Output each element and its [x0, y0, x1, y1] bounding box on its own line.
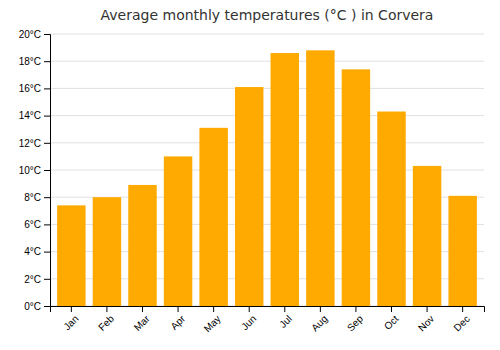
- chart: 0°C 2°C 4°C 6°C 8°C 10°C 12°C 14°C 16°C 18°C 20°C J…: [0, 0, 500, 350]
- axis-line: [44, 35, 51, 307]
- tick-label: 4°C: [24, 246, 41, 257]
- tick-label: 10°C: [19, 165, 41, 176]
- title: Average monthly temperatures (°C ) in Co…: [101, 7, 434, 23]
- x-tick: Jan: [61, 306, 80, 332]
- x-tick: Oct: [382, 306, 401, 332]
- tick-mark: [142, 306, 143, 312]
- y-tick: 0°C: [24, 301, 50, 312]
- plot: 0°C 2°C 4°C 6°C 8°C 10°C 12°C 14°C 16°C 18°C 20°C J…: [19, 29, 485, 335]
- tick-label: Dec: [451, 313, 471, 333]
- tick-label: Apr: [168, 313, 187, 332]
- grid-line: [50, 34, 484, 35]
- tick-label: Mar: [132, 313, 152, 333]
- tick-mark: [178, 306, 179, 312]
- bar: [377, 112, 405, 306]
- tick-mark: [44, 224, 50, 225]
- tick-mark: [391, 306, 392, 312]
- bar: [271, 53, 299, 306]
- bar: [448, 196, 476, 306]
- tick-label: 14°C: [19, 110, 41, 121]
- tick-mark: [44, 61, 50, 62]
- bar: [413, 166, 441, 306]
- tick-mark: [427, 306, 428, 312]
- bars: [57, 50, 477, 306]
- grid-line: [50, 142, 484, 143]
- tick-mark: [106, 306, 107, 312]
- tick-label: 12°C: [19, 138, 41, 149]
- y-tick: 12°C: [19, 138, 50, 149]
- x-tick: Feb: [96, 306, 116, 333]
- tick-label: 20°C: [19, 29, 41, 40]
- tick-label: 16°C: [19, 83, 41, 94]
- grid-line: [50, 115, 484, 116]
- tick-mark: [462, 306, 463, 312]
- tick-label: 2°C: [24, 274, 41, 285]
- grid-line: [50, 88, 484, 89]
- tick-label: Feb: [96, 313, 116, 333]
- tick-mark: [44, 170, 50, 171]
- tick-mark: [71, 306, 72, 312]
- bar: [342, 69, 370, 306]
- x-tick: Dec: [451, 306, 471, 333]
- y-tick: 6°C: [24, 219, 50, 230]
- tick-label: Jul: [277, 313, 294, 330]
- tick-label: 18°C: [19, 56, 41, 67]
- tick-label: Aug: [309, 313, 329, 333]
- y-tick: 18°C: [19, 56, 50, 67]
- tick-mark: [284, 306, 285, 312]
- tick-mark: [44, 88, 50, 89]
- tick-mark: [44, 143, 50, 144]
- y-tick: 20°C: [19, 29, 50, 40]
- x-tick: Jun: [239, 306, 258, 332]
- tick-label: 0°C: [24, 301, 41, 312]
- y-tick: 16°C: [19, 83, 50, 94]
- tick-label: 6°C: [24, 219, 41, 230]
- tick-label: Jun: [239, 313, 258, 332]
- tick-mark: [249, 306, 250, 312]
- y-tick: 2°C: [24, 274, 50, 285]
- y-tick: 14°C: [19, 110, 50, 121]
- bar: [128, 185, 156, 306]
- tick-mark: [213, 306, 214, 312]
- tick-label: Oct: [382, 313, 401, 332]
- grid-line: [50, 61, 484, 62]
- tick-mark: [320, 306, 321, 312]
- tick-mark: [355, 306, 356, 312]
- bar: [235, 87, 263, 306]
- tick-mark: [44, 279, 50, 280]
- bar: [93, 197, 121, 306]
- y-tick: 10°C: [19, 165, 50, 176]
- x-tick: Jul: [277, 306, 294, 330]
- x-tick: Nov: [416, 306, 436, 333]
- bar: [164, 156, 192, 306]
- tick-label: Nov: [416, 313, 436, 333]
- x-tick: Sep: [345, 306, 366, 333]
- x-tick: Apr: [168, 306, 187, 332]
- x-tick: Mar: [132, 306, 152, 333]
- x-tick: Aug: [309, 306, 329, 333]
- axis-line: [51, 307, 485, 313]
- tick-mark: [44, 34, 50, 35]
- tick-mark: [44, 116, 50, 117]
- tick-label: 8°C: [24, 192, 41, 203]
- tick-mark: [44, 252, 50, 253]
- x-axis: Jan Feb Mar Apr May Jun Jul Aug Sep Oct Nov Dec: [51, 306, 485, 334]
- y-axis: 0°C 2°C 4°C 6°C 8°C 10°C 12°C 14°C 16°C 18°C 20°C: [19, 29, 51, 312]
- y-tick: 8°C: [24, 192, 50, 203]
- tick-label: Jan: [61, 313, 80, 332]
- bar: [306, 50, 334, 306]
- tick-label: Sep: [345, 313, 366, 334]
- tick-mark: [44, 197, 50, 198]
- grid: [50, 34, 484, 306]
- y-tick: 4°C: [24, 246, 50, 257]
- x-tick: May: [202, 306, 223, 334]
- bar: [199, 128, 227, 306]
- tick-mark: [44, 306, 50, 307]
- tick-label: May: [202, 313, 223, 334]
- bar: [57, 205, 85, 306]
